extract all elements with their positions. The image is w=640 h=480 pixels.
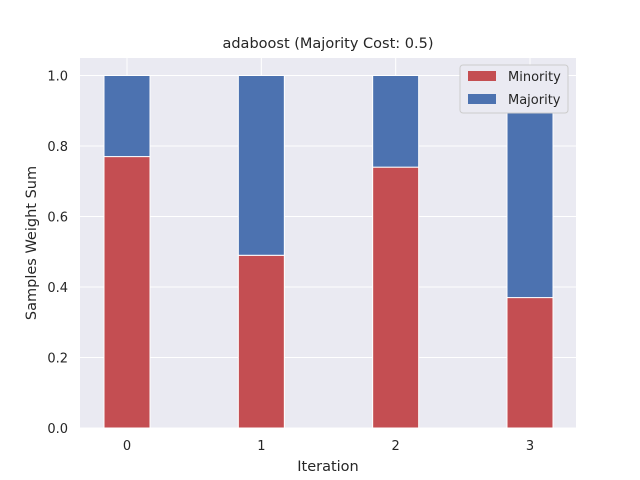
chart-title: adaboost (Majority Cost: 0.5) [222,36,433,52]
y-tick-label: 0.0 [47,422,68,437]
bar-minority-3 [506,297,554,429]
x-tick-label: 3 [526,439,534,454]
legend: Minority Majority [459,64,569,114]
y-tick-label: 0.8 [47,140,68,155]
bars [103,75,554,429]
y-ticks: 0.0 0.2 0.4 0.6 0.8 1.0 [47,70,68,438]
bar-majority-0 [103,75,151,158]
x-axis-label: Iteration [297,459,359,475]
legend-label-majority: Majority [508,93,561,108]
y-tick-label: 0.6 [47,211,68,226]
y-axis-label: Samples Weight Sum [24,166,40,320]
x-tick-label: 0 [123,439,131,454]
bar-minority-2 [372,166,420,429]
y-tick-label: 1.0 [47,70,68,85]
bar-majority-1 [237,75,285,256]
x-tick-label: 2 [392,439,400,454]
plot-area [80,58,576,428]
bar-majority-2 [372,75,420,168]
legend-label-minority: Minority [508,70,561,85]
bar-minority-1 [237,254,285,429]
x-tick-label: 1 [257,439,265,454]
legend-swatch-minority [468,71,496,81]
x-ticks: 0 1 2 3 [123,439,534,454]
bar-minority-0 [103,156,151,429]
y-tick-label: 0.2 [47,352,68,367]
y-tick-label: 0.4 [47,281,68,296]
legend-swatch-majority [468,94,496,104]
